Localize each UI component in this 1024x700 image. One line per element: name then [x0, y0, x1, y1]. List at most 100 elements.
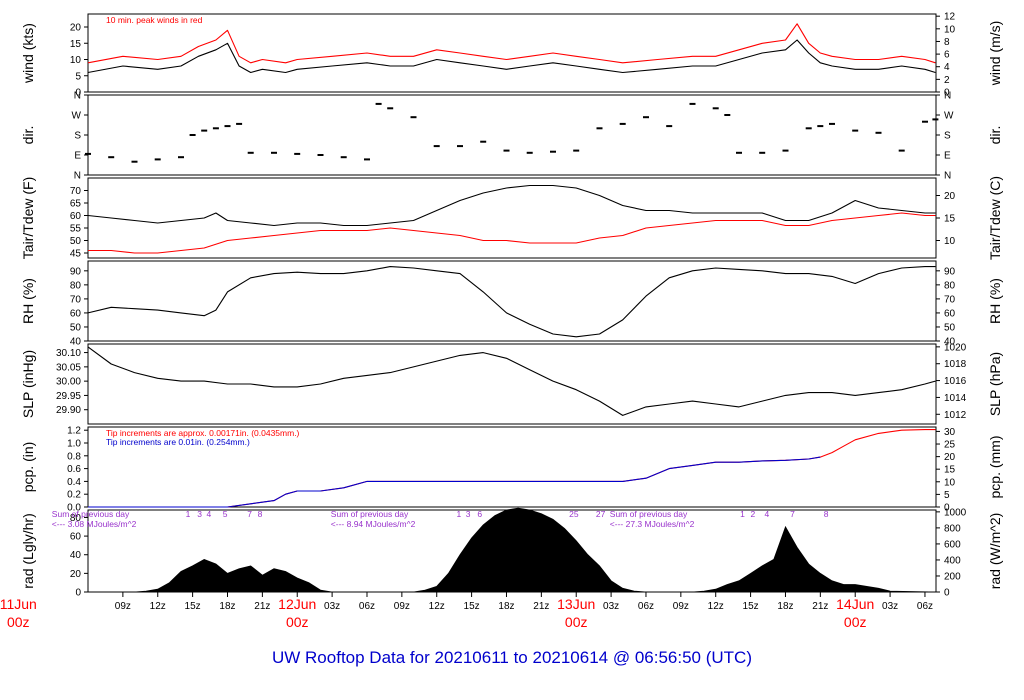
left-tick-label-dir: N — [74, 171, 81, 182]
x-day-label-top-0: 11Jun — [0, 596, 37, 612]
series-temp-0 — [87, 184, 936, 227]
dir-point — [596, 127, 603, 130]
dir-point — [189, 134, 196, 136]
y-axis-label-right-temp: Tair/Tdew (C) — [987, 176, 1003, 260]
x-hour-tick-label: 03z — [324, 601, 340, 612]
left-tick-label-wind: 15 — [70, 39, 82, 50]
dir-point — [689, 102, 696, 105]
x-day-label-bottom-3: 00z — [844, 614, 867, 630]
x-hour-tick-label: 03z — [882, 601, 898, 612]
right-tick-label-slp: 1020 — [944, 342, 967, 353]
dir-point — [178, 156, 184, 159]
left-tick-label-pcp: 0.4 — [67, 477, 81, 488]
right-tick-label-pcp: 30 — [944, 427, 956, 438]
x-hour-tick-label: 03z — [603, 601, 619, 612]
left-tick-label-wind: 5 — [75, 71, 81, 82]
right-tick-label-temp: 15 — [944, 214, 956, 225]
left-tick-label-rad: 40 — [70, 550, 82, 561]
rad-hour-mark-9: 25 — [569, 509, 579, 519]
dir-point — [410, 116, 417, 119]
right-tick-label-rh: 60 — [944, 308, 956, 319]
panel-frame-pcp — [87, 426, 937, 508]
dir-point — [573, 149, 580, 152]
rad-hour-mark-15: 8 — [824, 509, 829, 519]
right-tick-label-rad: 800 — [944, 523, 961, 534]
right-tick-label-temp: 10 — [944, 236, 956, 247]
x-day-label-bottom-1: 00z — [286, 614, 309, 630]
panel-frame-temp — [87, 177, 937, 259]
left-tick-label-temp: 55 — [70, 224, 82, 235]
rad-hour-mark-5: 8 — [258, 509, 263, 519]
right-tick-label-wind: 2 — [944, 75, 950, 86]
left-tick-label-pcp: 0.8 — [67, 451, 81, 462]
right-tick-label-rad: 0 — [944, 588, 950, 599]
dir-point — [736, 151, 742, 154]
left-tick-label-pcp: 0.0 — [67, 503, 81, 514]
left-tick-label-rh: 50 — [70, 322, 82, 333]
right-tick-label-rad: 1000 — [944, 507, 967, 518]
dir-point — [829, 122, 835, 125]
left-tick-label-wind: 10 — [70, 55, 82, 66]
y-axis-label-right-wind: wind (m/s) — [987, 21, 1003, 87]
rad-hour-mark-1: 3 — [197, 509, 202, 519]
rad-summary-line1-0: Sum of previous day — [52, 509, 130, 519]
x-hour-tick-label: 15z — [743, 601, 759, 612]
left-tick-label-temp: 70 — [70, 186, 82, 197]
right-tick-label-dir: N — [944, 171, 951, 182]
dir-point — [526, 151, 533, 154]
dir-point — [666, 125, 673, 128]
dir-point — [433, 145, 440, 148]
y-axis-label-right-slp: SLP (hPa) — [987, 352, 1003, 416]
x-hour-tick-label: 15z — [464, 601, 480, 612]
rad-summary-line2-2: <--- 27.3 MJoules/m^2 — [610, 519, 695, 529]
dir-point — [236, 122, 243, 125]
x-hour-tick-label: 12z — [150, 601, 166, 612]
dir-point — [201, 129, 208, 132]
right-tick-label-rad: 200 — [944, 571, 961, 582]
dir-point — [922, 120, 928, 123]
pcp-annotation-0: Tip increments are approx. 0.00171in. (0… — [106, 428, 300, 438]
right-tick-label-rh: 80 — [944, 280, 956, 291]
dir-point — [375, 102, 382, 105]
right-tick-label-wind: 10 — [944, 24, 956, 35]
rad-summary-line2-0: <--- 3.08 MJoules/m^2 — [52, 519, 137, 529]
series-temp-1 — [88, 212, 936, 254]
x-hour-tick-label: 12z — [708, 601, 724, 612]
series-wind-1 — [87, 23, 936, 64]
x-hour-tick-label: 18z — [777, 601, 793, 612]
left-tick-label-slp: 29.90 — [56, 405, 81, 416]
x-hour-tick-label: 21z — [533, 601, 549, 612]
dir-point — [154, 158, 161, 161]
left-tick-label-rh: 80 — [70, 280, 82, 291]
rad-hour-mark-11: 1 — [740, 509, 745, 519]
left-tick-label-rad: 20 — [70, 569, 82, 580]
rad-hour-mark-14: 7 — [790, 509, 795, 519]
right-tick-label-pcp: 15 — [944, 465, 956, 476]
y-axis-label-right-rad: rad (W/m^2) — [987, 513, 1003, 590]
dir-point — [364, 158, 370, 161]
y-axis-label-left-rad: rad (Lgly/hr) — [20, 513, 36, 588]
right-tick-label-wind: 0 — [944, 88, 950, 99]
right-tick-label-wind: 8 — [944, 37, 950, 48]
dir-point — [782, 149, 789, 152]
wind-annotation: 10 min. peak winds in red — [106, 15, 203, 25]
dir-point — [817, 125, 824, 128]
dir-point — [317, 154, 324, 156]
x-hour-tick-label: 06z — [359, 601, 375, 612]
right-tick-label-wind: 12 — [944, 12, 956, 23]
left-tick-label-dir: S — [74, 131, 81, 142]
y-axis-label-right-dir: dir. — [987, 126, 1003, 145]
x-hour-tick-label: 09z — [394, 601, 410, 612]
right-tick-label-slp: 1014 — [944, 393, 967, 404]
x-hour-tick-label: 18z — [219, 601, 235, 612]
rad-summary-line1-1: Sum of previous day — [331, 509, 409, 519]
left-tick-label-temp: 45 — [70, 249, 82, 260]
y-axis-label-left-dir: dir. — [20, 126, 36, 145]
dir-point — [898, 149, 905, 152]
x-hour-tick-label: 06z — [638, 601, 654, 612]
left-tick-label-dir: N — [74, 91, 81, 102]
y-axis-label-right-pcp: pcp. (mm) — [987, 436, 1003, 499]
x-day-tick-label: 12Jun — [278, 596, 316, 612]
left-tick-label-wind: 0 — [75, 88, 81, 99]
y-axis-label-left-temp: Tair/Tdew (F) — [20, 177, 36, 259]
